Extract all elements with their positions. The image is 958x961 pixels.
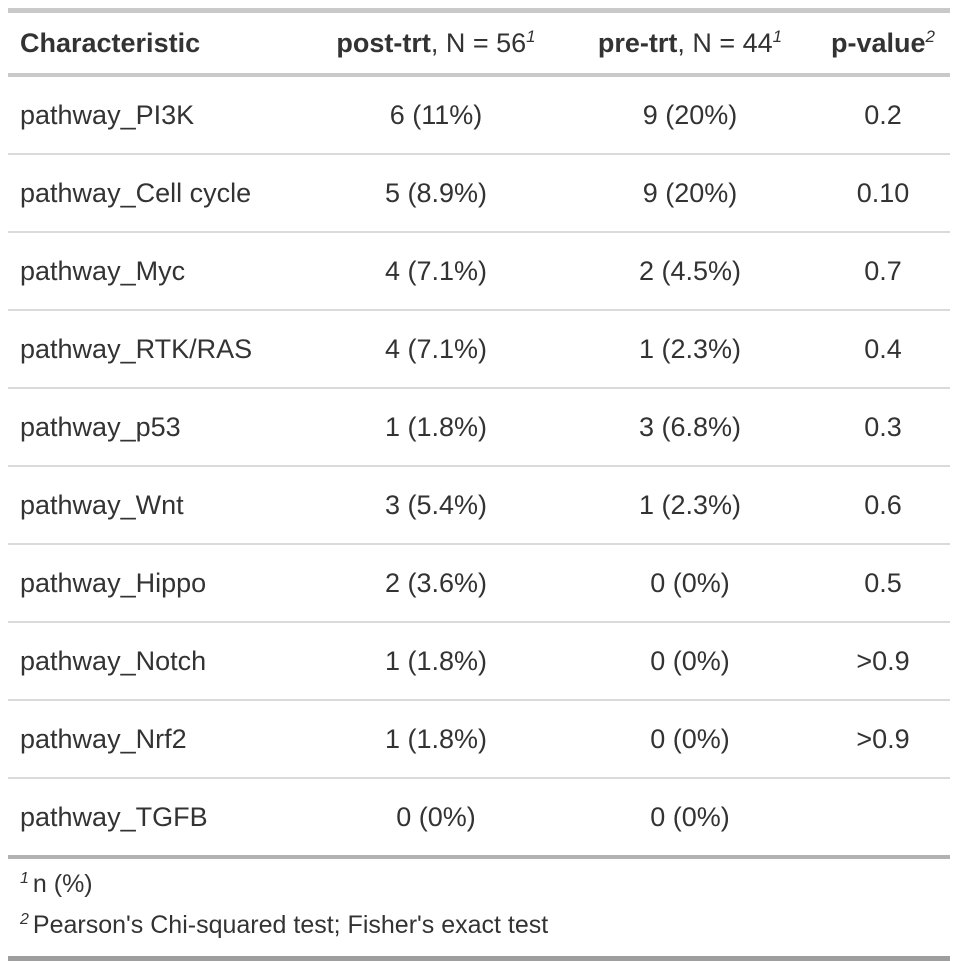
pre-trt-cell: 1 (2.3%) <box>564 466 816 545</box>
table-row: pathway_Wnt 3 (5.4%) 1 (2.3%) 0.6 <box>8 466 950 545</box>
table-body: pathway_PI3K 6 (11%) 9 (20%) 0.2 pathway… <box>8 75 950 857</box>
table-row: pathway_Nrf2 1 (1.8%) 0 (0%) >0.9 <box>8 700 950 779</box>
row-label: pathway_Myc <box>8 232 308 311</box>
p-value-cell: >0.9 <box>816 700 950 779</box>
p-value-cell: 0.3 <box>816 388 950 467</box>
summary-table: Characteristic post-trt, N = 561 pre-trt… <box>8 8 950 961</box>
header-label-count: , N = 44 <box>677 27 773 58</box>
row-label: pathway_Cell cycle <box>8 154 308 233</box>
row-label: pathway_RTK/RAS <box>8 310 308 389</box>
post-trt-cell: 0 (0%) <box>396 801 476 832</box>
footnote-marker: 1 <box>772 26 783 46</box>
p-value-cell <box>816 778 950 857</box>
row-label: pathway_p53 <box>8 388 308 467</box>
column-header-characteristic: Characteristic <box>8 10 308 77</box>
footnote-text: n (%) <box>32 870 93 898</box>
row-label: pathway_Hippo <box>8 544 308 623</box>
table-row: pathway_Cell cycle 5 (8.9%) 9 (20%) 0.10 <box>8 154 950 233</box>
pre-trt-cell: 3 (6.8%) <box>564 388 816 467</box>
pre-trt-cell: 0 (0%) <box>564 544 816 623</box>
p-value-cell: >0.9 <box>816 622 950 701</box>
post-trt-cell: 1 (1.8%) <box>308 622 564 701</box>
p-value-cell: 0.7 <box>816 232 950 311</box>
table-row: pathway_Notch 1 (1.8%) 0 (0%) >0.9 <box>8 622 950 701</box>
p-value-cell: 0.2 <box>816 75 950 155</box>
table-row: pathway_Myc 4 (7.1%) 2 (4.5%) 0.7 <box>8 232 950 311</box>
row-label: pathway_Wnt <box>8 466 308 545</box>
pre-trt-cell: 1 (2.3%) <box>564 310 816 389</box>
post-trt-cell: 4 (7.1%) <box>308 310 564 389</box>
table-row: pathway_RTK/RAS 4 (7.1%) 1 (2.3%) 0.4 <box>8 310 950 389</box>
footnote-marker: 1 <box>20 869 29 887</box>
column-header-p-value: p-value2 <box>816 10 950 77</box>
table-row: pathway_TGFB 0 (0%) 0 (0%) <box>8 778 950 857</box>
row-label: pathway_PI3K <box>8 75 308 155</box>
pre-trt-cell: 0 (0%) <box>650 801 730 832</box>
post-trt-cell: 5 (8.9%) <box>308 154 564 233</box>
p-value-cell: 0.6 <box>816 466 950 545</box>
table-row: pathway_PI3K 6 (11%) 9 (20%) 0.2 <box>8 75 950 155</box>
p-value-cell: 0.4 <box>816 310 950 389</box>
post-trt-cell: 1 (1.8%) <box>308 700 564 779</box>
header-label-bold: p-value <box>831 27 926 58</box>
table-row: pathway_p53 1 (1.8%) 3 (6.8%) 0.3 <box>8 388 950 467</box>
footnote-2: 2 Pearson's Chi-squared test; Fisher's ex… <box>20 905 950 946</box>
pre-trt-cell: 2 (4.5%) <box>564 232 816 311</box>
pre-trt-cell: 0 (0%) <box>564 700 816 779</box>
pre-trt-cell: 0 (0%) <box>564 622 816 701</box>
header-row: Characteristic post-trt, N = 561 pre-trt… <box>8 10 950 77</box>
column-header-post-trt: post-trt, N = 561 <box>308 10 564 77</box>
post-trt-cell: 4 (7.1%) <box>308 232 564 311</box>
post-trt-cell: 3 (5.4%) <box>308 466 564 545</box>
footnote-text: Pearson's Chi-squared test; Fisher's exa… <box>32 911 549 939</box>
footnote-marker: 2 <box>20 910 29 928</box>
p-value-cell: 0.5 <box>816 544 950 623</box>
post-trt-cell: 2 (3.6%) <box>308 544 564 623</box>
table-header: Characteristic post-trt, N = 561 pre-trt… <box>8 10 950 77</box>
footnote-marker: 2 <box>925 26 935 46</box>
column-header-pre-trt: pre-trt, N = 441 <box>564 10 816 77</box>
pre-trt-cell: 9 (20%) <box>564 75 816 155</box>
p-value-cell: 0.10 <box>816 154 950 233</box>
row-label: pathway_TGFB <box>20 801 208 832</box>
header-label-bold: pre-trt <box>597 27 678 58</box>
header-label-count: , N = 56 <box>430 27 527 58</box>
row-label: pathway_Nrf2 <box>8 700 308 779</box>
post-trt-cell: 6 (11%) <box>308 75 564 155</box>
header-label-bold: post-trt <box>336 27 431 58</box>
row-label: pathway_Notch <box>8 622 308 701</box>
summary-table-container: Characteristic post-trt, N = 561 pre-trt… <box>8 8 950 961</box>
footnote-marker: 1 <box>526 26 536 46</box>
table-row: pathway_Hippo 2 (3.6%) 0 (0%) 0.5 <box>8 544 950 623</box>
pre-trt-cell: 9 (20%) <box>564 154 816 233</box>
header-label: Characteristic <box>20 27 201 58</box>
post-trt-cell: 1 (1.8%) <box>308 388 564 467</box>
